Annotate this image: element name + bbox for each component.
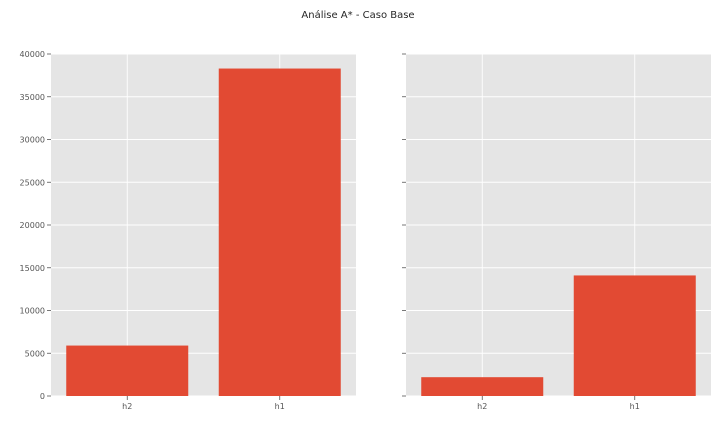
y-tick-label: 30000 <box>20 136 45 145</box>
y-tick-label: 15000 <box>20 264 45 273</box>
figure-title: Análise A* - Caso Base <box>301 9 414 21</box>
y-tick-label: 20000 <box>20 221 45 230</box>
bar-h1 <box>218 68 341 396</box>
bar-h1 <box>573 275 696 396</box>
y-tick-label: 0 <box>40 392 45 401</box>
y-tick-label: 35000 <box>20 93 45 102</box>
y-tick-label: 25000 <box>20 178 45 187</box>
y-tick-label: 40000 <box>20 50 45 59</box>
x-tick-label: h1 <box>630 402 640 411</box>
x-tick-label: h2 <box>477 402 487 411</box>
y-tick-label: 10000 <box>20 307 45 316</box>
chart-right: h2 h1 <box>402 53 711 411</box>
chart-left: 0 5000 10000 15000 20000 25000 30000 35000 40000… <box>20 50 356 411</box>
bar-h2 <box>66 345 189 396</box>
x-tick-label: h1 <box>275 402 285 411</box>
y-tick-label: 5000 <box>25 349 45 358</box>
x-tick-label: h2 <box>122 402 132 411</box>
bar-h2 <box>421 377 544 396</box>
